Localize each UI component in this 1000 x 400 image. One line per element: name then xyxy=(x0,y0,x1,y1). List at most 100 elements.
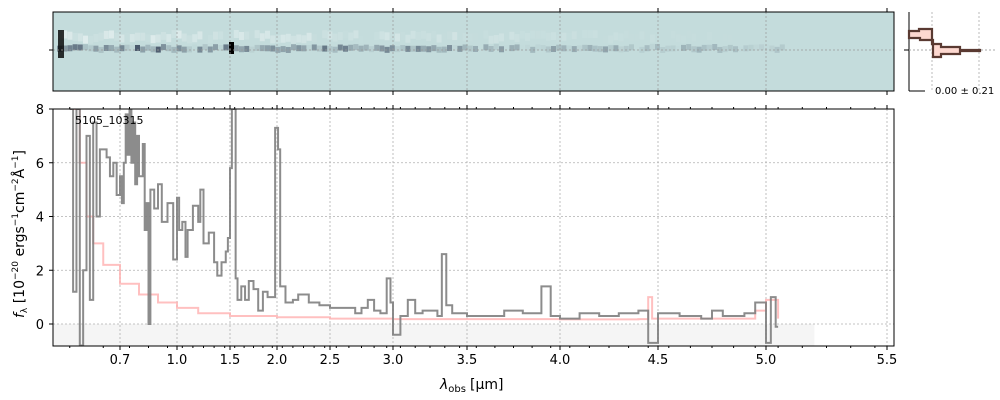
2d-bright-pixel xyxy=(738,36,743,44)
x-axis-subscript: obs xyxy=(448,384,466,395)
2d-bright-pixel xyxy=(364,32,369,40)
2d-trace-pixel xyxy=(769,45,775,52)
2d-trace-pixel xyxy=(743,45,749,52)
2d-trace-pixel xyxy=(332,46,338,53)
2d-trace-pixel xyxy=(447,45,452,52)
2d-bright-pixel xyxy=(129,34,135,43)
2d-bright-pixel xyxy=(493,35,499,44)
2d-trace-pixel xyxy=(592,45,598,52)
2d-trace-pixel xyxy=(77,44,83,51)
2d-trace-pixel xyxy=(733,46,738,53)
2d-bright-pixel xyxy=(233,30,239,39)
x-tick-label: 2.5 xyxy=(320,353,341,368)
plot-frame xyxy=(52,108,895,347)
x-tick-label: 1.5 xyxy=(220,353,241,368)
2d-bright-pixel xyxy=(769,30,774,38)
2d-trace-pixel xyxy=(161,44,166,51)
y-tick-label: 6 xyxy=(36,157,44,172)
2d-trace-pixel xyxy=(395,46,400,53)
2d-trace-pixel xyxy=(291,44,296,51)
2d-trace-pixel xyxy=(202,44,208,51)
2d-bright-pixel xyxy=(545,32,551,41)
2d-bright-pixel xyxy=(239,32,244,41)
2d-bright-pixel xyxy=(301,35,307,44)
profile-inset-panel xyxy=(904,12,995,92)
2d-bright-pixel xyxy=(603,36,608,44)
2d-bright-pixel xyxy=(525,32,530,41)
2d-bright-pixel xyxy=(608,35,614,44)
2d-bright-pixel xyxy=(265,30,270,39)
2d-trace-pixel xyxy=(561,45,567,52)
2d-trace-pixel xyxy=(545,46,551,53)
2d-trace-pixel xyxy=(717,46,723,53)
2d-bright-pixel xyxy=(519,30,525,39)
2d-frame xyxy=(52,11,895,92)
2d-bright-pixel xyxy=(374,32,380,41)
2d-trace-pixel xyxy=(650,44,655,50)
2d-trace-pixel xyxy=(436,46,442,53)
2d-bright-pixel xyxy=(311,34,317,43)
x-axis-symbol: λ xyxy=(439,377,448,393)
x-tick-label: 3.0 xyxy=(383,353,404,368)
2d-bright-pixel xyxy=(88,35,94,44)
y-label-e1: −20 xyxy=(11,261,21,280)
2d-bright-pixel xyxy=(223,31,228,39)
2d-trace-pixel xyxy=(140,46,146,53)
2d-trace-pixel xyxy=(244,45,250,52)
2d-trace-pixel xyxy=(582,44,588,51)
y-label-e4: −1 xyxy=(11,155,21,168)
y-tick-label: 0 xyxy=(36,318,44,333)
2d-trace-pixel xyxy=(655,44,660,51)
2d-bright-pixel xyxy=(145,34,151,43)
2d-trace-pixel xyxy=(597,46,603,53)
2d-trace-pixel xyxy=(207,46,213,53)
2d-bright-pixel xyxy=(733,34,738,42)
2d-trace-pixel xyxy=(608,45,614,52)
2d-bright-pixel xyxy=(140,32,146,41)
2d-trace-pixel xyxy=(577,45,582,51)
2d-bright-pixel xyxy=(150,35,156,44)
2d-trace-pixel xyxy=(722,46,728,53)
x-tick-label: 0.7 xyxy=(110,353,131,368)
2d-trace-pixel xyxy=(712,44,718,51)
2d-trace-pixel xyxy=(623,45,629,52)
2d-bright-pixel xyxy=(270,35,276,44)
2d-trace-pixel xyxy=(348,44,354,51)
2d-bright-pixel xyxy=(629,33,634,41)
2d-trace-pixel xyxy=(779,44,785,51)
2d-trace-pixel xyxy=(155,46,161,53)
2d-bright-pixel xyxy=(353,30,359,39)
2d-trace-pixel xyxy=(571,46,577,53)
2d-bright-pixel xyxy=(67,31,73,40)
2d-trace-pixel xyxy=(150,46,156,53)
2d-bright-pixel xyxy=(634,34,639,42)
2d-bright-pixel xyxy=(405,34,411,43)
2d-trace-pixel xyxy=(259,45,265,52)
2d-bright-pixel xyxy=(389,30,395,39)
x-tick-label: 1.0 xyxy=(167,353,188,368)
2d-bright-pixel xyxy=(395,33,400,42)
2d-bright-pixel xyxy=(728,35,733,43)
2d-trace-pixel xyxy=(488,46,494,53)
2d-bright-pixel xyxy=(618,33,624,42)
y-label-e3: −2 xyxy=(11,178,21,191)
2d-bright-pixel xyxy=(124,32,130,41)
2d-trace-pixel xyxy=(145,44,151,51)
2d-trace-pixel xyxy=(285,46,291,53)
2d-bright-pixel xyxy=(723,33,728,41)
2d-trace-pixel xyxy=(270,45,276,52)
2d-bright-pixel xyxy=(187,35,192,44)
2d-trace-pixel xyxy=(213,44,218,51)
2d-bright-pixel xyxy=(514,34,520,43)
2d-trace-pixel xyxy=(135,44,140,51)
2d-trace-pixel xyxy=(410,45,416,52)
y-label-e: ] xyxy=(12,150,28,155)
2d-bright-pixel xyxy=(499,33,504,42)
2d-trace-pixel xyxy=(691,46,697,53)
2d-bright-pixel xyxy=(697,31,702,39)
2d-trace-pixel xyxy=(239,46,244,53)
2d-bright-pixel xyxy=(754,32,759,40)
2d-bright-pixel xyxy=(62,30,68,39)
